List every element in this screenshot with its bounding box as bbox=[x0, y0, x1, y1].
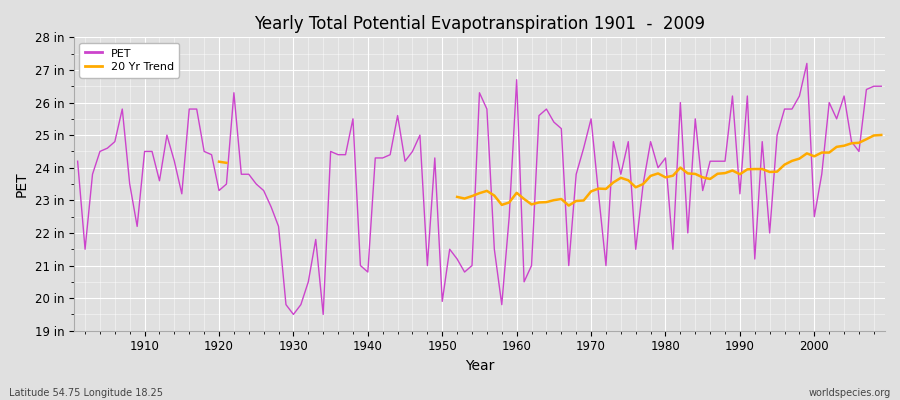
Text: worldspecies.org: worldspecies.org bbox=[809, 388, 891, 398]
Text: Latitude 54.75 Longitude 18.25: Latitude 54.75 Longitude 18.25 bbox=[9, 388, 163, 398]
Y-axis label: PET: PET bbox=[15, 171, 29, 197]
Title: Yearly Total Potential Evapotranspiration 1901  -  2009: Yearly Total Potential Evapotranspiratio… bbox=[254, 15, 705, 33]
X-axis label: Year: Year bbox=[464, 359, 494, 373]
Legend: PET, 20 Yr Trend: PET, 20 Yr Trend bbox=[79, 43, 179, 78]
